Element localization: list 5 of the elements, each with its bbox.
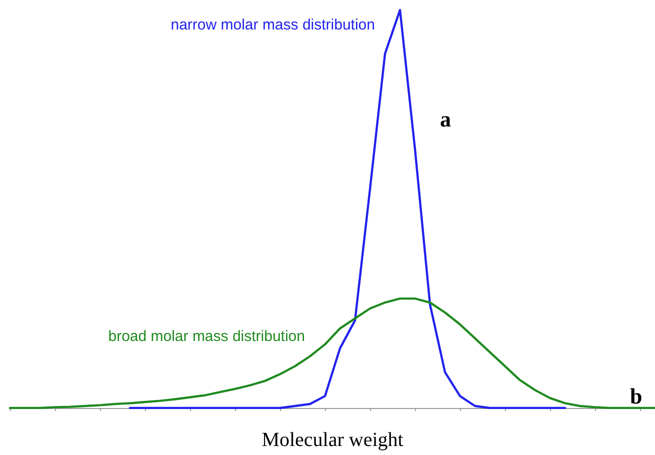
annotation: b [630,384,642,408]
x-axis-title: Molecular weight [262,429,404,451]
series-label: broad molar mass distribution [108,328,305,345]
series-label: narrow molar mass distribution [170,16,375,34]
annotation: a [440,106,451,132]
